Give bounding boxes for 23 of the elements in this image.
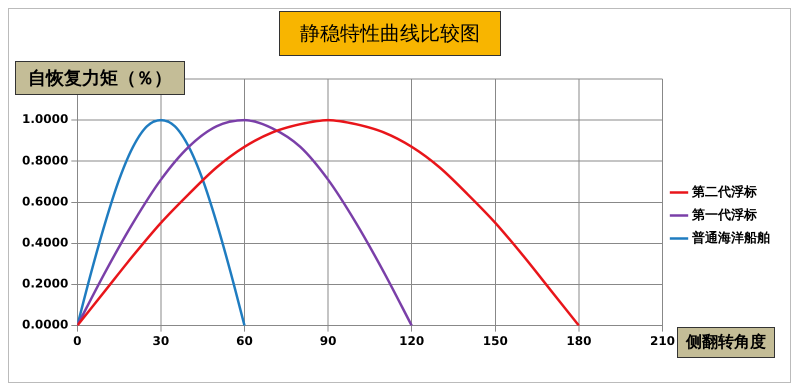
y-tick-label: 0.4000 — [22, 236, 68, 250]
x-tick-label: 30 — [152, 334, 170, 348]
line-series — [77, 118, 246, 326]
y-tick-label: 0.2000 — [22, 276, 68, 291]
legend-label: 第一代浮标 — [691, 206, 757, 223]
legend-label: 普通海洋船舶 — [691, 230, 770, 246]
chart-title: 静稳特性曲线比较图 — [279, 11, 501, 56]
y-tick-label: 0.8000 — [22, 153, 68, 168]
x-tick-label: 180 — [566, 334, 592, 348]
x-tick-label: 150 — [482, 334, 508, 348]
x-axis-title: 侧翻转角度 — [677, 327, 775, 358]
y-tick-label: 0.0000 — [22, 318, 68, 332]
legend-label: 第二代浮标 — [691, 184, 757, 200]
line-series — [77, 118, 413, 326]
x-tick-label: 210 — [650, 334, 676, 348]
line-series — [77, 118, 580, 326]
y-axis-title: 自恢复力矩（％） — [15, 61, 185, 95]
y-tick-label: 0.6000 — [22, 194, 68, 208]
x-tick-label: 90 — [320, 334, 336, 348]
y-tick-label: 1.0000 — [22, 112, 68, 126]
x-tick-label: 0 — [73, 334, 82, 348]
x-tick-label: 60 — [236, 334, 253, 348]
x-tick-label: 120 — [399, 334, 424, 348]
